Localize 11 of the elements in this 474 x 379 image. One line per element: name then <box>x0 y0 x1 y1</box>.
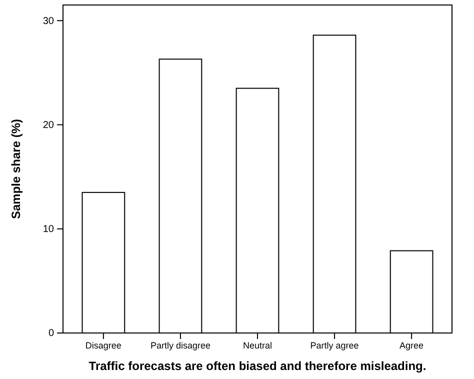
y-tick-label: 30 <box>42 16 54 27</box>
x-tick-label: Partly disagree <box>150 340 210 350</box>
x-tick-label: Agree <box>400 340 424 350</box>
y-axis-title: Sample share (%) <box>9 118 23 220</box>
y-tick-label: 10 <box>42 224 54 236</box>
x-tick-label: Disagree <box>85 340 122 350</box>
x-axis-title: Traffic forecasts are often biased and therefore misleading. <box>88 359 426 373</box>
y-tick-label: 20 <box>42 120 54 131</box>
x-tick-label: Partly agree <box>310 340 359 350</box>
x-tick-label: Neutral <box>242 340 272 350</box>
y-tick-label: 0 <box>48 328 54 340</box>
